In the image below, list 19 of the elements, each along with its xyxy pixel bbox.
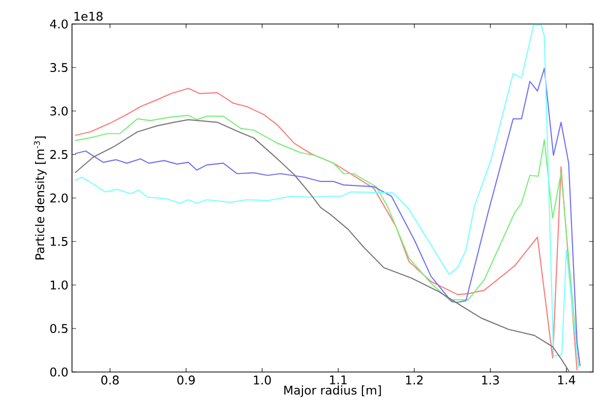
x-tick-label: 1.0 <box>254 376 271 385</box>
x-axis-title: Major radius [m] <box>284 385 381 397</box>
x-tick-label: 0.9 <box>177 376 195 385</box>
y-tick-label: 3.0 <box>50 106 68 116</box>
y-tick-label: 3.5 <box>50 62 68 72</box>
y-tick-label: 4.0 <box>50 19 68 29</box>
y-tick-label: 2.5 <box>50 150 68 160</box>
y-tick-label: 0.5 <box>50 324 68 334</box>
text: 1e18 <box>74 12 103 21</box>
x-tick-label: 1.1 <box>330 376 347 384</box>
x-tick-label: 1.3 <box>482 376 499 385</box>
x-tick-label: 0.8 <box>101 376 119 385</box>
x-tick-label: 1.4 <box>558 376 576 384</box>
y-tick-label: 0.0 <box>50 367 68 377</box>
y-tick-label: 1.5 <box>50 237 68 246</box>
y-tick-label: 1.0 <box>50 280 68 290</box>
x-tick-label: 1.2 <box>406 376 423 384</box>
y-tick-label: 2.0 <box>50 193 68 203</box>
y-axis-title: Particle density [m$^{-3}$] <box>34 136 47 260</box>
